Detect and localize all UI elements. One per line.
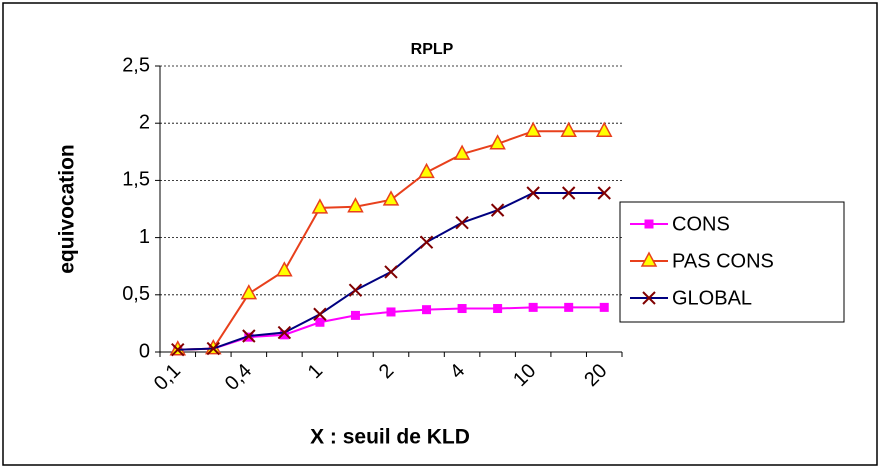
- marker: [595, 121, 613, 137]
- marker: [169, 340, 187, 356]
- marker: [564, 302, 574, 312]
- x-axis-title: X : seuil de KLD: [310, 426, 470, 449]
- marker: [457, 304, 467, 314]
- y-tick-label: 1: [139, 226, 150, 248]
- marker: [313, 307, 327, 321]
- marker: [642, 291, 656, 305]
- legend-label: GLOBAL: [672, 287, 752, 309]
- marker: [382, 190, 400, 206]
- marker: [276, 261, 293, 277]
- marker: [240, 284, 258, 300]
- chart-title: RPLP: [411, 41, 454, 58]
- legend-label: CONS: [672, 213, 730, 235]
- marker: [419, 235, 434, 249]
- y-tick-label: 2,5: [122, 54, 150, 76]
- marker: [489, 134, 506, 150]
- marker: [493, 304, 503, 314]
- marker: [528, 302, 538, 312]
- y-tick-label: 0: [139, 340, 150, 362]
- marker: [597, 186, 611, 200]
- marker: [453, 144, 471, 160]
- marker: [347, 197, 364, 213]
- marker: [311, 198, 329, 214]
- marker: [348, 283, 363, 297]
- marker: [560, 121, 577, 137]
- marker: [206, 341, 221, 356]
- y-tick-label: 2: [139, 111, 150, 133]
- y-tick-label: 1,5: [122, 169, 150, 191]
- marker: [526, 186, 540, 200]
- marker: [277, 325, 292, 340]
- marker: [418, 162, 435, 179]
- marker: [422, 305, 432, 315]
- marker: [315, 317, 325, 327]
- y-tick-label: 0,5: [122, 283, 150, 305]
- marker: [455, 216, 469, 230]
- marker: [386, 307, 396, 317]
- marker: [599, 302, 609, 312]
- legend-label: PAS CONS: [672, 250, 774, 272]
- marker: [384, 265, 398, 279]
- marker: [524, 121, 542, 137]
- marker: [490, 203, 505, 217]
- marker: [644, 219, 654, 229]
- marker: [242, 329, 256, 343]
- marker: [561, 186, 576, 200]
- y-axis-title: equivocation: [56, 144, 79, 274]
- marker: [279, 330, 289, 340]
- marker: [350, 310, 360, 320]
- marker: [640, 251, 658, 267]
- marker: [171, 343, 185, 357]
